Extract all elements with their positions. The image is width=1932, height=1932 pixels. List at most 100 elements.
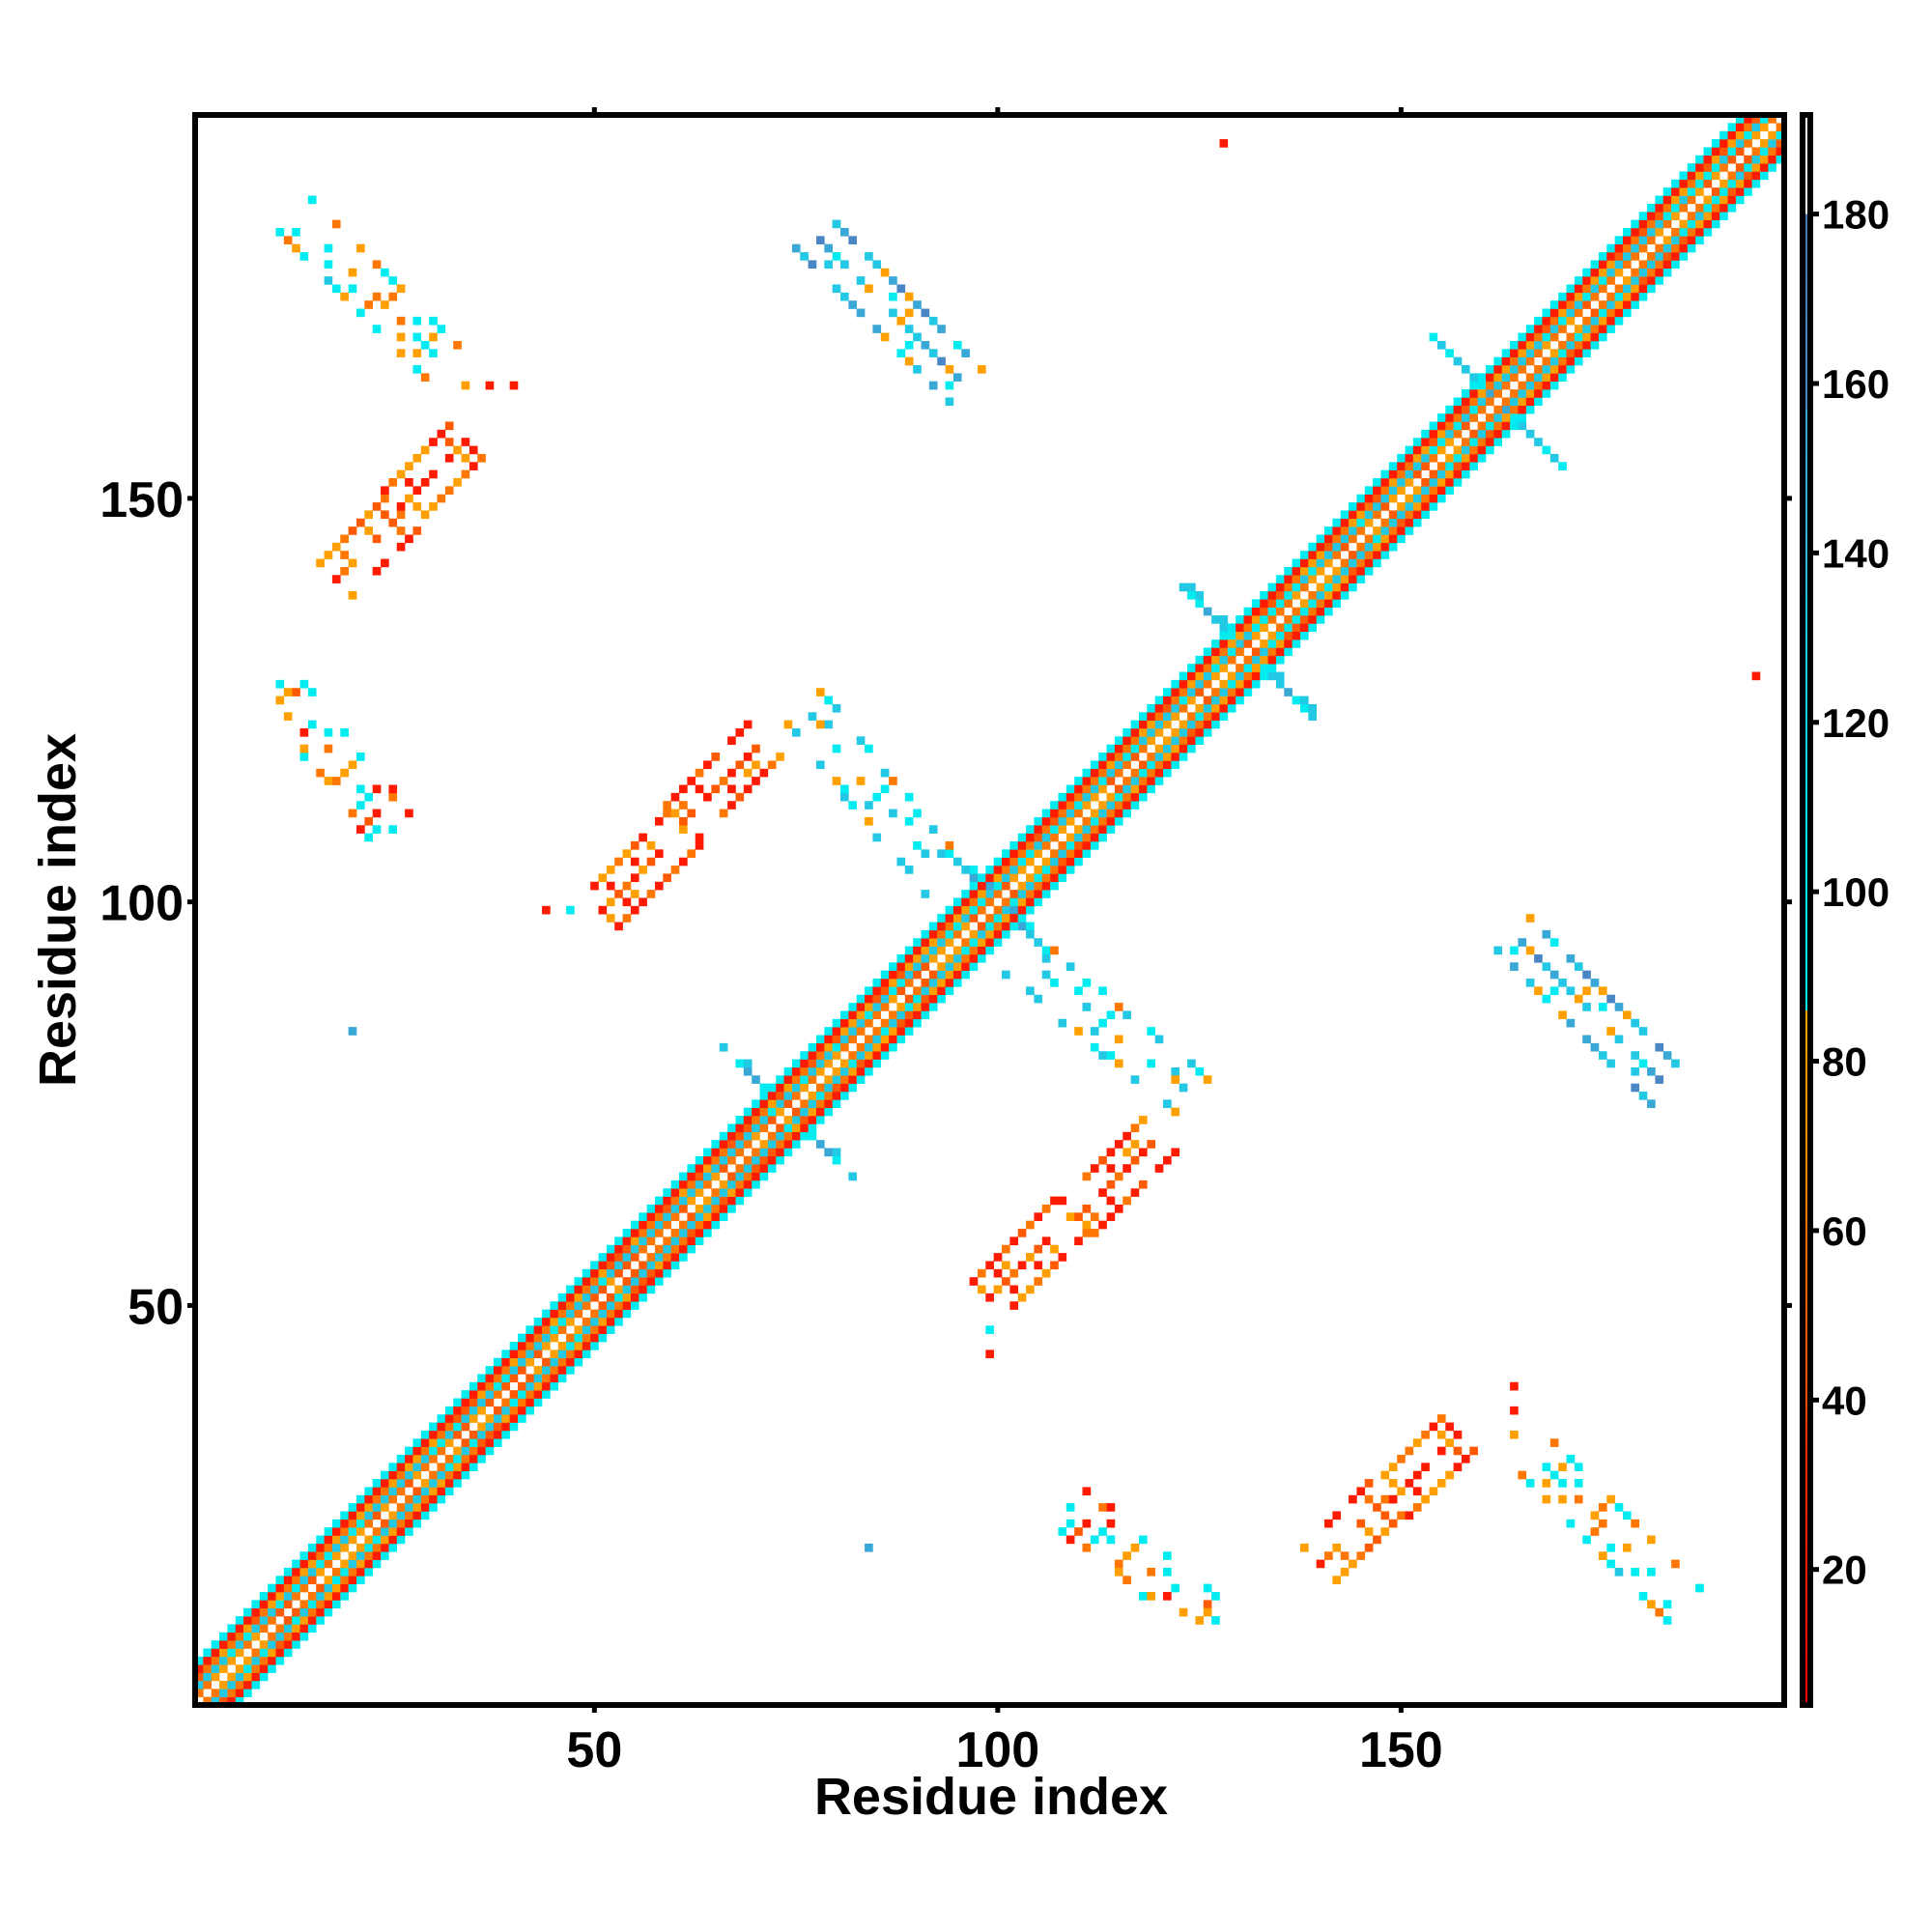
- heatmap-cell: [316, 1600, 325, 1609]
- heatmap-cell: [1251, 631, 1261, 640]
- heatmap-cell: [759, 1083, 769, 1093]
- heatmap-cell: [1638, 1592, 1648, 1601]
- heatmap-cell: [211, 1672, 220, 1682]
- heatmap-cell: [356, 825, 365, 834]
- heatmap-cell: [437, 1446, 446, 1456]
- heatmap-cell: [1518, 413, 1527, 422]
- heatmap-cell: [1364, 510, 1374, 520]
- heatmap-cell: [1026, 833, 1035, 842]
- heatmap-cell: [840, 1059, 849, 1068]
- heatmap-cell: [1349, 551, 1357, 559]
- heatmap-cell: [767, 1099, 777, 1109]
- heatmap-cell: [832, 1075, 841, 1084]
- heatmap-cell: [1542, 381, 1551, 390]
- heatmap-cell: [598, 1333, 608, 1343]
- heatmap-cell: [808, 1116, 817, 1124]
- heatmap-cell: [469, 1463, 478, 1471]
- heatmap-cell: [1719, 155, 1728, 164]
- heatmap-cell: [533, 1390, 543, 1399]
- heatmap-cell: [518, 1357, 526, 1367]
- heatmap-cell: [1662, 203, 1672, 213]
- heatmap-cell: [622, 1285, 632, 1294]
- heatmap-cell: [509, 1357, 519, 1367]
- heatmap-cell: [848, 1059, 858, 1068]
- heatmap-cell: [1163, 1155, 1172, 1165]
- heatmap-cell: [776, 1123, 784, 1133]
- heatmap-cell: [1647, 236, 1656, 244]
- heatmap-cell: [251, 1672, 261, 1682]
- heatmap-cell: [759, 1140, 769, 1149]
- heatmap-cell: [1397, 526, 1406, 535]
- heatmap-cell: [429, 1470, 438, 1480]
- heatmap-cell: [889, 1035, 897, 1044]
- heatmap-cell: [1034, 938, 1043, 947]
- heatmap-cell: [1082, 768, 1092, 778]
- heatmap-cell: [663, 1268, 671, 1278]
- heatmap-cell: [606, 897, 615, 907]
- heatmap-cell: [1098, 833, 1107, 842]
- heatmap-cell: [1114, 816, 1123, 826]
- heatmap-cell: [485, 1381, 495, 1391]
- heatmap-cell: [1058, 849, 1067, 858]
- heatmap-cell: [453, 340, 462, 350]
- heatmap-cell: [630, 1236, 639, 1246]
- heatmap-cell: [1510, 373, 1519, 383]
- heatmap-cell: [767, 1155, 777, 1165]
- heatmap-cell: [1284, 623, 1293, 633]
- heatmap-cell: [542, 1381, 551, 1391]
- heatmap-cell: [1606, 325, 1615, 333]
- heatmap-cell: [1768, 163, 1776, 172]
- heatmap-cell: [1082, 801, 1092, 810]
- heatmap-cell: [1695, 236, 1704, 244]
- heatmap-cell: [1647, 260, 1656, 270]
- heatmap-cell: [1598, 1551, 1607, 1560]
- heatmap-cell: [526, 1398, 535, 1407]
- heatmap-cell: [227, 1689, 237, 1697]
- heatmap-cell: [913, 809, 922, 818]
- heatmap-cell: [356, 308, 365, 318]
- heatmap-cell: [1090, 1164, 1099, 1173]
- heatmap-cell: [639, 1277, 647, 1286]
- heatmap-cell: [1388, 1494, 1398, 1504]
- heatmap-cell: [1147, 768, 1155, 778]
- heatmap-cell: [1405, 526, 1414, 535]
- heatmap-cell: [1655, 276, 1664, 285]
- heatmap-cell: [1324, 526, 1333, 535]
- heatmap-cell: [493, 1390, 502, 1399]
- heatmap-cell: [1299, 582, 1309, 592]
- heatmap-cell: [251, 1664, 261, 1673]
- heatmap-cell: [824, 1091, 833, 1100]
- heatmap-cell: [566, 1293, 575, 1302]
- heatmap-cell: [203, 1648, 212, 1658]
- heatmap-cell: [1549, 938, 1559, 947]
- heatmap-cell: [1469, 462, 1478, 470]
- heatmap-cell: [1364, 1479, 1374, 1488]
- heatmap-cell: [952, 373, 962, 383]
- heatmap-cell: [752, 1107, 760, 1117]
- heatmap-cell: [316, 1592, 325, 1601]
- heatmap-cell: [952, 340, 962, 350]
- heatmap-cell: [324, 1583, 333, 1593]
- heatmap-cell: [752, 744, 760, 753]
- heatmap-cell: [921, 308, 930, 318]
- heatmap-cell: [1647, 284, 1656, 294]
- heatmap-cell: [945, 962, 954, 971]
- heatmap-cell: [381, 1519, 389, 1528]
- heatmap-cell: [1461, 421, 1470, 431]
- heatmap-cell: [1114, 792, 1123, 802]
- heatmap-cell: [783, 1066, 793, 1076]
- heatmap-cell: [1090, 825, 1099, 834]
- heatmap-cell: [1284, 647, 1293, 657]
- heatmap-cell: [275, 1624, 285, 1634]
- heatmap-cell: [735, 1188, 745, 1197]
- heatmap-cell: [1534, 389, 1543, 398]
- heatmap-cell: [453, 1406, 462, 1415]
- heatmap-cell: [412, 1487, 422, 1496]
- heatmap-cell: [783, 1083, 793, 1093]
- heatmap-cell: [815, 1066, 825, 1076]
- heatmap-cell: [340, 534, 349, 544]
- heatmap-cell: [1397, 477, 1406, 487]
- heatmap-cell: [219, 1689, 228, 1697]
- heatmap-cell: [856, 308, 866, 318]
- heatmap-cell: [429, 469, 438, 479]
